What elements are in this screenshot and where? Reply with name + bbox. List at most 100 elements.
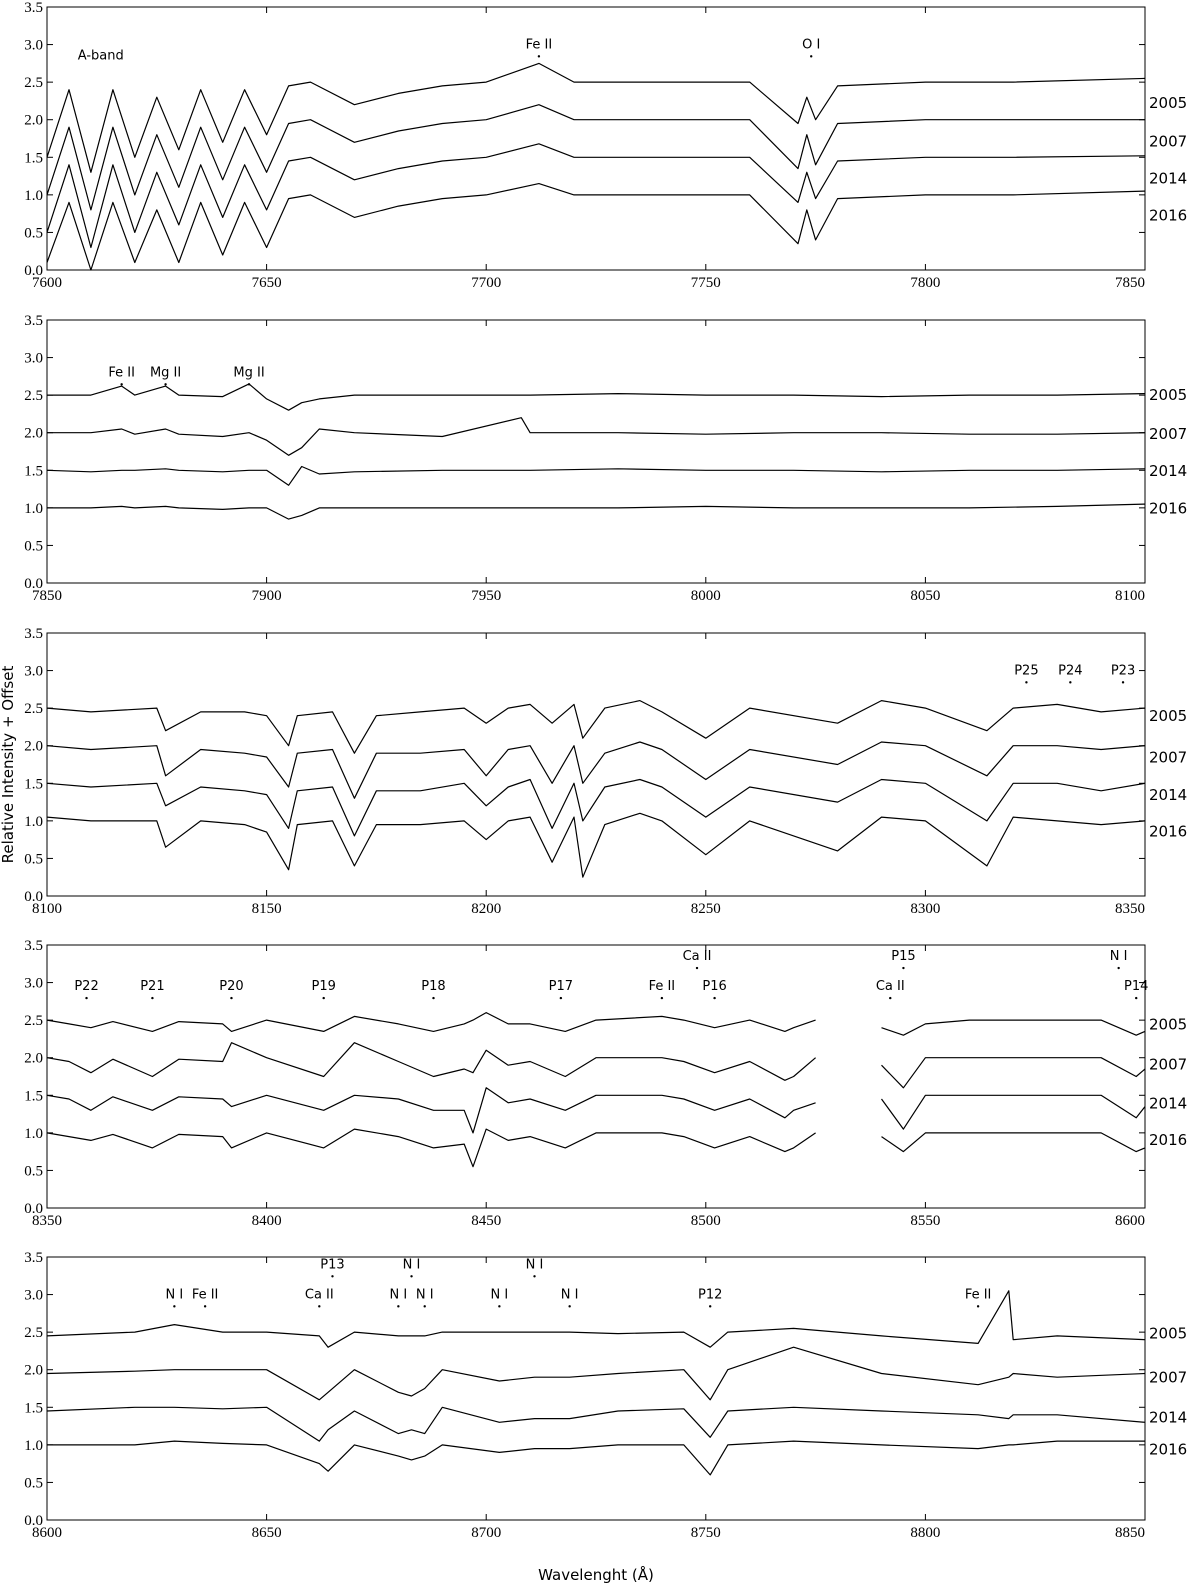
spectrum-line — [47, 1440, 1145, 1476]
x-tick-label: 7700 — [471, 275, 501, 291]
annotation-marker — [318, 1305, 321, 1308]
y-tick-label: 1.0 — [24, 501, 43, 517]
y-tick-label: 1.0 — [24, 188, 43, 204]
x-tick-label: 7850 — [32, 588, 62, 604]
y-tick-label: 0.5 — [24, 851, 43, 867]
series-label: 2014 — [1149, 462, 1187, 480]
annotation-marker — [810, 55, 813, 58]
annotation-marker — [1117, 966, 1120, 970]
x-tick-label: 8050 — [910, 588, 940, 604]
spectrum-line — [47, 417, 1146, 456]
line-annotation: P21 — [140, 979, 164, 994]
y-tick-label: 3.5 — [24, 938, 43, 954]
x-tick-label: 8850 — [1115, 1525, 1145, 1541]
series-label: 2007 — [1149, 132, 1187, 150]
series-label: 2005 — [1149, 1016, 1187, 1034]
y-tick-label: 1.5 — [24, 150, 43, 166]
spectrum-line — [46, 1290, 1146, 1348]
line-annotation: P24 — [1058, 663, 1082, 678]
y-tick-label: 1.5 — [24, 1088, 43, 1104]
series-label: 2005 — [1149, 1324, 1187, 1342]
y-tick-label: 3.5 — [24, 626, 43, 642]
y-tick-label: 0.0 — [24, 1513, 43, 1529]
y-tick-label: 3.5 — [24, 313, 43, 329]
spectrum-line — [46, 1128, 1146, 1168]
line-annotation: P16 — [702, 979, 726, 994]
line-annotation: Ca II — [305, 1287, 334, 1302]
x-tick-label: 7600 — [32, 275, 62, 291]
annotation-marker — [708, 1305, 712, 1308]
line-annotation: P19 — [312, 979, 336, 994]
annotation-marker — [537, 55, 541, 58]
annotation-marker — [203, 1305, 207, 1308]
x-tick-label: 8100 — [32, 901, 62, 917]
spectrum-line — [46, 1087, 1146, 1134]
annotation-marker — [568, 1305, 571, 1308]
y-tick-label: 0.5 — [24, 225, 43, 241]
line-annotation: P15 — [891, 949, 915, 964]
series-label: 2016 — [1149, 499, 1187, 517]
y-tick-label: 2.5 — [24, 75, 43, 91]
x-tick-label: 7800 — [910, 275, 940, 291]
line-annotation: N I — [526, 1257, 544, 1272]
spectrum-line — [46, 741, 1146, 799]
y-tick-label: 0.5 — [24, 1163, 43, 1179]
spectrum-line — [46, 778, 1146, 837]
spectrum-line — [46, 143, 1146, 249]
annotation-marker — [889, 996, 892, 1000]
line-annotation: N I — [416, 1287, 434, 1302]
annotation-marker — [151, 996, 154, 1000]
y-tick-label: 3.5 — [24, 0, 43, 16]
line-annotation: N I — [491, 1287, 509, 1302]
series-label: 2016 — [1149, 823, 1187, 841]
series-label: 2014 — [1149, 1095, 1187, 1113]
x-tick-label: 8450 — [471, 1213, 501, 1229]
annotation-marker — [397, 1305, 400, 1308]
line-annotation: P25 — [1014, 663, 1038, 678]
x-tick-label: 8600 — [1115, 1213, 1145, 1229]
x-tick-label: 8600 — [32, 1525, 62, 1541]
y-tick-label: 2.0 — [24, 1051, 43, 1067]
y-tick-label: 2.5 — [24, 388, 43, 404]
annotation-marker — [1135, 996, 1138, 1000]
annotation-marker — [695, 966, 699, 970]
spectrum-line — [46, 1012, 1146, 1036]
annotation-marker — [322, 996, 325, 1000]
y-tick-label: 3.5 — [24, 1250, 43, 1266]
x-tick-label: 8350 — [32, 1213, 62, 1229]
x-tick-label: 8300 — [910, 901, 940, 917]
spectrum-line — [46, 1406, 1146, 1442]
spectrum-line — [46, 465, 1146, 486]
y-tick-label: 1.0 — [24, 1438, 43, 1454]
line-annotation: Fe II — [192, 1287, 219, 1302]
line-annotation: Fe II — [649, 979, 676, 994]
y-tick-label: 2.0 — [24, 426, 43, 442]
plot-frame — [46, 632, 1146, 897]
line-annotation: P23 — [1111, 663, 1135, 678]
x-tick-label: 8550 — [910, 1213, 940, 1229]
line-annotation: P20 — [219, 979, 243, 994]
series-label: 2016 — [1149, 1131, 1187, 1149]
x-tick-label: 8350 — [1115, 901, 1145, 917]
series-label: 2014 — [1149, 170, 1187, 188]
spectrum-line — [46, 700, 1146, 754]
spectrum-line — [46, 62, 1146, 173]
line-annotation: N I — [1110, 949, 1128, 964]
x-tick-label: 8400 — [252, 1213, 282, 1229]
annotation-marker — [85, 996, 88, 1000]
line-annotation: Ca II — [683, 949, 712, 964]
annotation-marker — [247, 383, 251, 386]
annotation-marker — [559, 996, 563, 1000]
x-tick-label: 8700 — [471, 1525, 501, 1541]
annotation-marker — [713, 996, 716, 1000]
line-annotation: P12 — [698, 1287, 722, 1302]
line-annotation: Mg II — [233, 365, 264, 380]
plot-frame — [46, 944, 1146, 1209]
y-tick-label: 1.5 — [24, 1400, 43, 1416]
y-tick-label: 3.0 — [24, 664, 43, 680]
spectrum-line — [46, 1346, 1146, 1401]
x-tick-label: 7950 — [471, 588, 501, 604]
y-tick-label: 0.5 — [24, 538, 43, 554]
